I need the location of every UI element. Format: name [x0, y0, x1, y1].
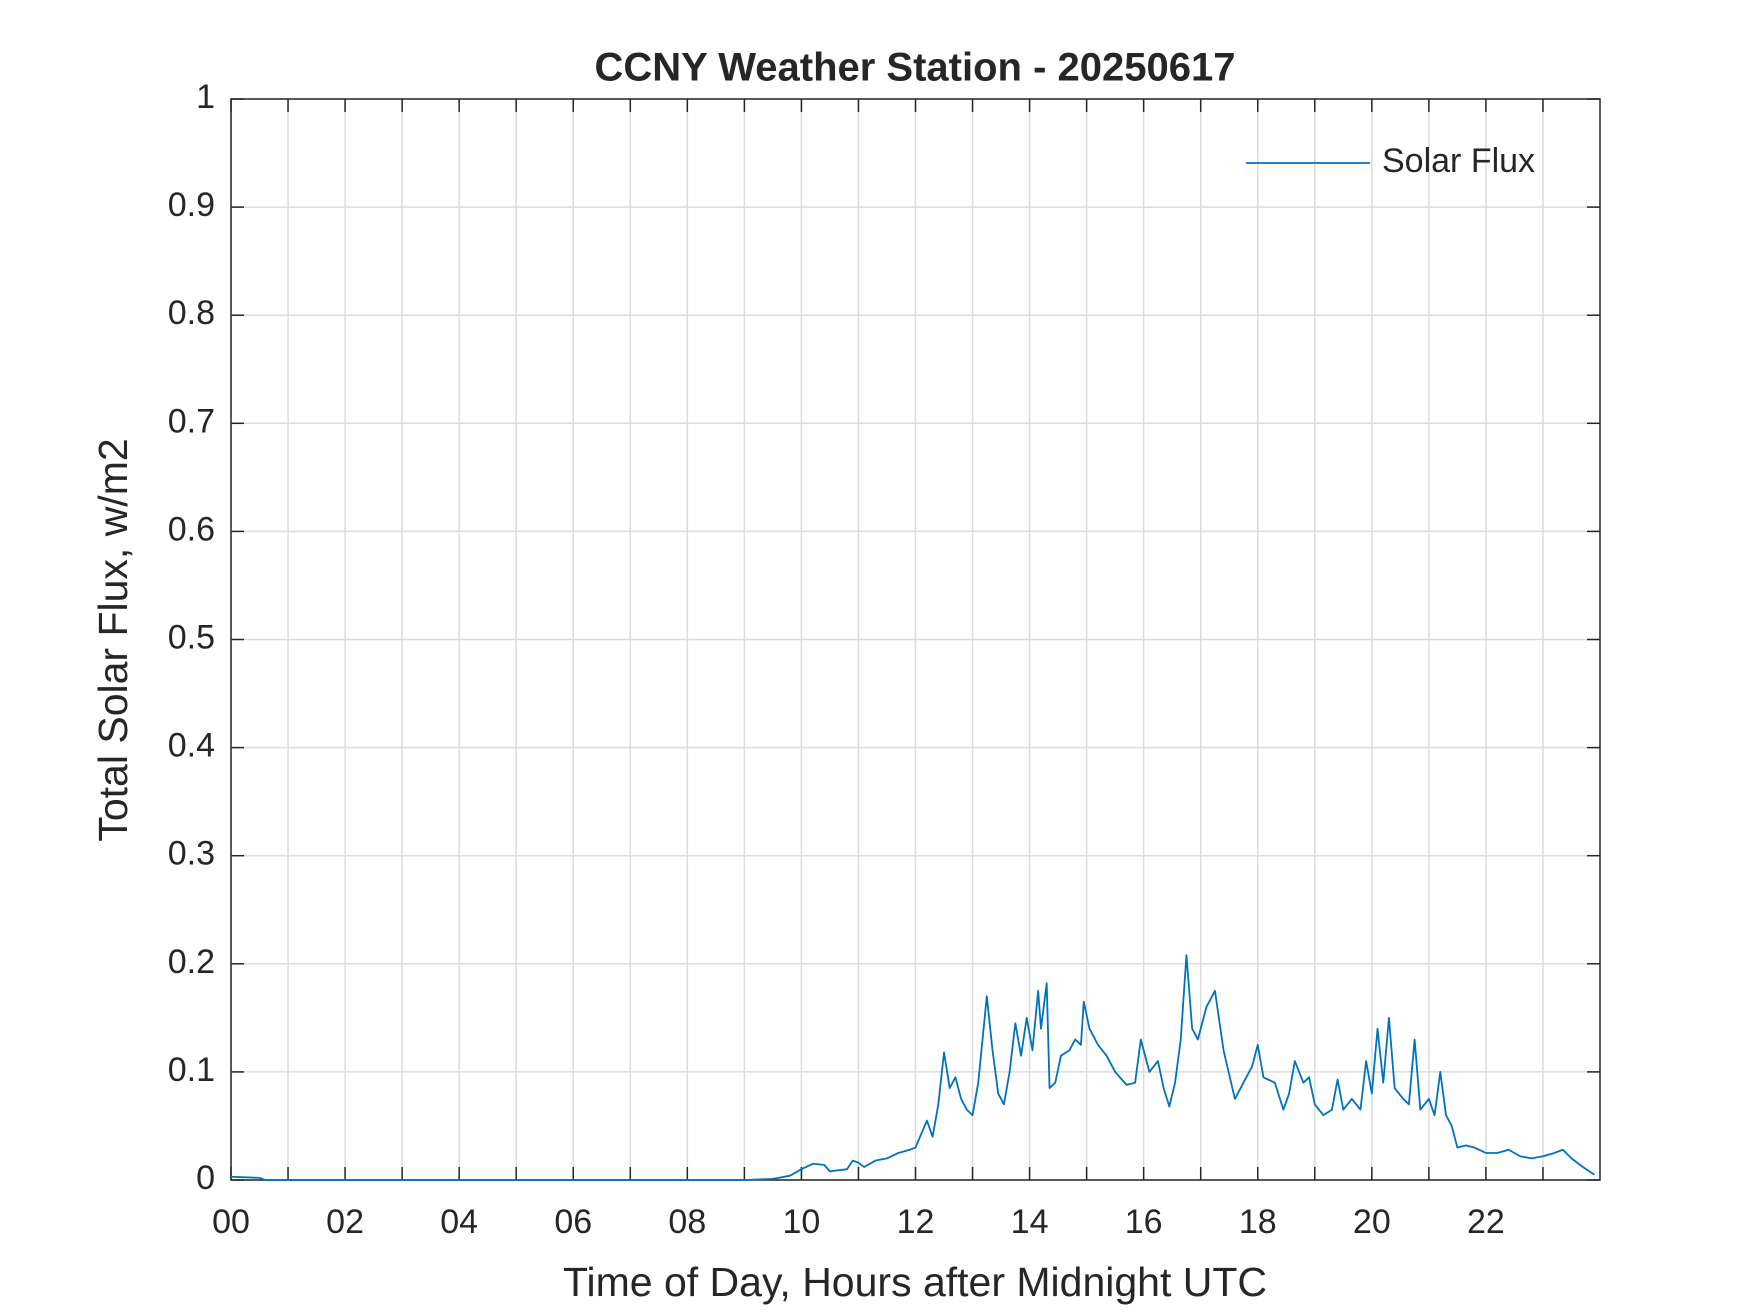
- x-tick-label: 02: [326, 1203, 364, 1241]
- x-axis-label: Time of Day, Hours after Midnight UTC: [563, 1259, 1267, 1305]
- x-tick-label: 00: [212, 1203, 250, 1241]
- x-tick-label: 18: [1239, 1203, 1277, 1241]
- legend-label: Solar Flux: [1382, 142, 1535, 180]
- x-tick-label: 04: [440, 1203, 478, 1241]
- y-tick-label: 0.2: [168, 943, 215, 981]
- x-tick-label: 08: [668, 1203, 706, 1241]
- y-axis-label: Total Solar Flux, w/m2: [90, 438, 136, 841]
- y-tick-label: 0.9: [168, 186, 215, 224]
- x-tick-label: 22: [1467, 1203, 1505, 1241]
- chart-title: CCNY Weather Station - 20250617: [595, 46, 1236, 90]
- y-tick-label: 1: [196, 78, 215, 116]
- y-tick-label: 0: [196, 1159, 215, 1197]
- x-tick-label: 14: [1011, 1203, 1049, 1241]
- x-tick-label: 10: [783, 1203, 821, 1241]
- x-tick-label: 12: [897, 1203, 935, 1241]
- y-tick-label: 0.1: [168, 1051, 215, 1089]
- y-tick-label: 0.5: [168, 618, 215, 656]
- x-tick-label: 20: [1353, 1203, 1391, 1241]
- y-tick-label: 0.8: [168, 294, 215, 332]
- y-tick-label: 0.3: [168, 835, 215, 873]
- y-tick-label: 0.7: [168, 402, 215, 440]
- y-tick-label: 0.4: [168, 727, 215, 765]
- x-tick-label: 06: [554, 1203, 592, 1241]
- plot-frame: [230, 98, 1601, 1181]
- y-tick-label: 0.6: [168, 510, 215, 548]
- line-series: [230, 954, 1595, 1181]
- x-tick-label: 16: [1125, 1203, 1163, 1241]
